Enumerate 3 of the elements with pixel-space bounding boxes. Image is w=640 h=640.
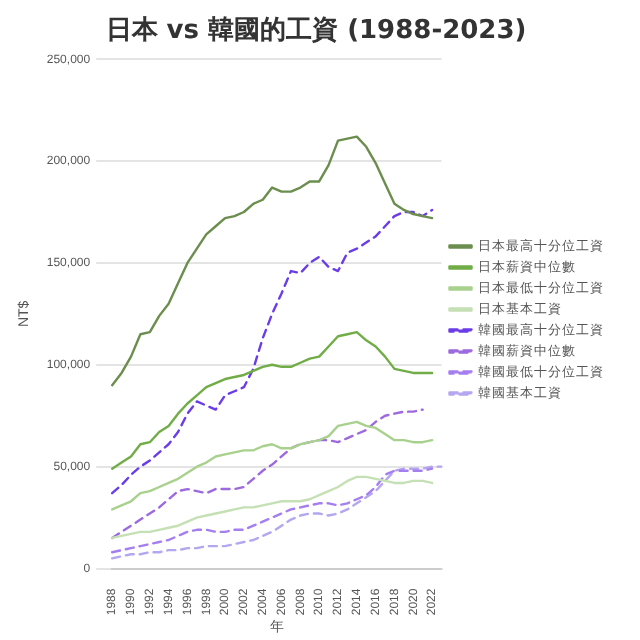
chart-title: 日本 vs 韓國的工資 (1988-2023) bbox=[105, 16, 527, 47]
line-series bbox=[110, 408, 424, 540]
line-series bbox=[110, 208, 434, 495]
